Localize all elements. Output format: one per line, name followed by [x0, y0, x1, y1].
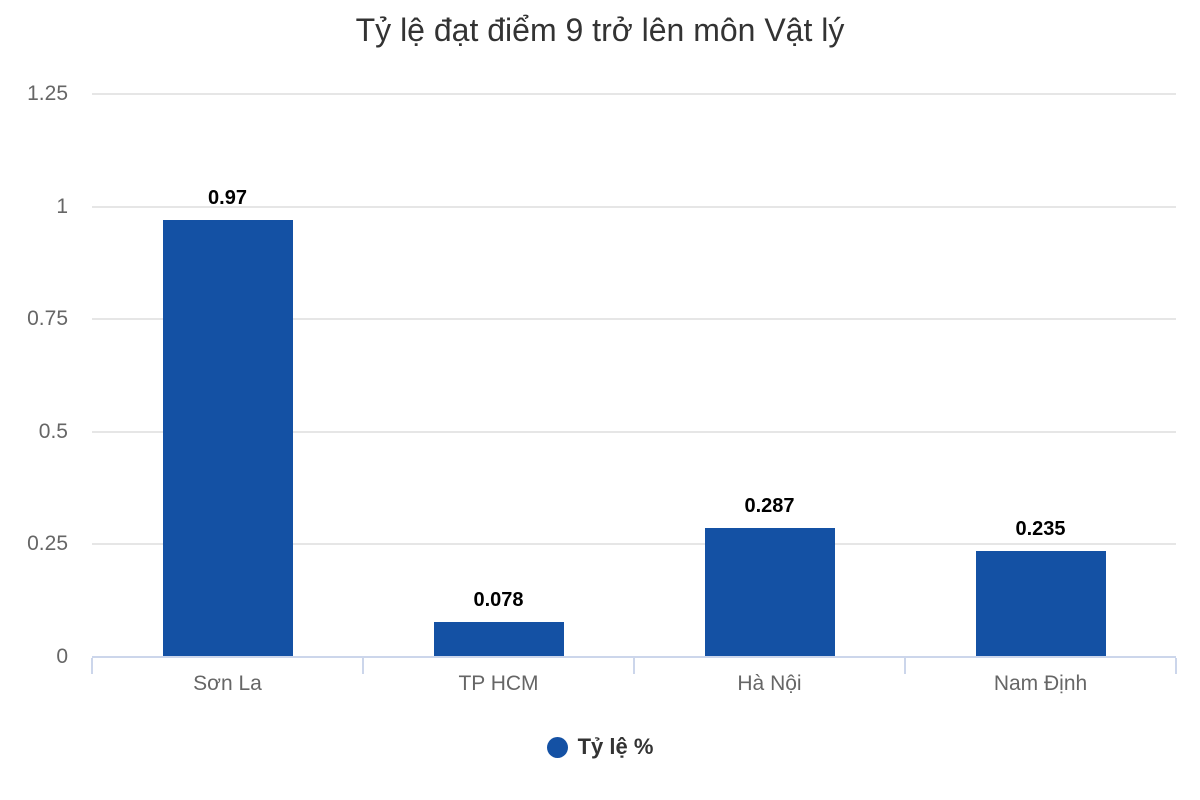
bar[interactable]	[975, 551, 1106, 657]
value-label: 0.078	[473, 588, 524, 611]
x-axis-tick	[1175, 658, 1177, 674]
bar[interactable]	[704, 527, 835, 657]
x-axis-tick-label: TP HCM	[458, 672, 539, 695]
x-axis-tick	[91, 658, 93, 674]
value-label: 0.287	[744, 494, 795, 517]
x-axis-tick-label: Hà Nội	[737, 672, 802, 695]
chart-title: Tỷ lệ đạt điểm 9 trở lên môn Vật lý	[355, 12, 845, 48]
legend-item[interactable]: Tỷ lệ %	[546, 734, 654, 760]
legend-label: Tỷ lệ %	[577, 734, 654, 759]
gridline	[92, 318, 1176, 321]
x-axis-tick	[633, 658, 635, 674]
y-axis-label: 1	[56, 194, 68, 218]
value-label: 0.235	[1015, 518, 1066, 541]
x-axis-tick	[362, 658, 364, 674]
bar[interactable]	[162, 220, 293, 657]
legend: Tỷ lệ %	[0, 734, 1200, 760]
x-axis-line	[92, 656, 1176, 658]
x-axis-tick-label: Sơn La	[193, 672, 262, 695]
x-axis-tick-label: Nam Định	[993, 672, 1088, 695]
gridline	[92, 93, 1176, 95]
x-axis-tick	[904, 658, 906, 674]
y-axis-label: 1.25	[27, 82, 68, 105]
gridline	[92, 430, 1176, 433]
bar[interactable]	[433, 621, 564, 657]
legend-marker-icon	[546, 736, 568, 758]
y-axis-label: 0	[56, 645, 68, 668]
y-axis-label: 0.5	[38, 419, 68, 443]
y-axis-label: 0.25	[27, 532, 68, 556]
gridline	[92, 205, 1176, 208]
y-axis-label: 0.75	[27, 307, 68, 331]
gridline	[92, 543, 1176, 546]
value-label: 0.97	[208, 187, 247, 210]
